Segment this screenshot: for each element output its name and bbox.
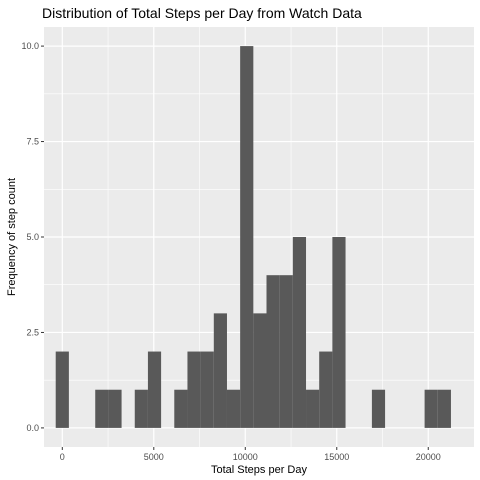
histogram-bar: [108, 389, 122, 428]
x-tick-label: 20000: [416, 452, 441, 462]
histogram-bar: [226, 389, 241, 428]
histogram-bar: [279, 275, 293, 428]
histogram-bar: [266, 275, 280, 428]
histogram-bar: [147, 351, 162, 428]
histogram-bar: [292, 237, 307, 428]
histogram-bar: [253, 313, 267, 428]
histogram-bars: [55, 46, 451, 428]
x-axis-ticks: 0 5000 10000 15000 20000: [60, 447, 441, 462]
y-tick-label: 10.0: [21, 41, 39, 51]
x-axis-title: Total Steps per Day: [211, 464, 307, 476]
histogram-bar: [371, 389, 386, 428]
x-tick-label: 10000: [233, 452, 258, 462]
x-tick-label: 5000: [144, 452, 164, 462]
histogram-bar: [200, 351, 214, 428]
y-axis-ticks: 0.0 2.5 5.0 7.5 10.0: [21, 41, 44, 433]
histogram-bar: [306, 389, 320, 428]
histogram-bar: [240, 46, 254, 428]
histogram-bar: [95, 389, 109, 428]
histogram-bar: [187, 351, 201, 428]
histogram-bar: [174, 389, 188, 428]
histogram-bar: [424, 389, 438, 428]
y-axis-title: Frequency of step count: [6, 178, 18, 296]
x-tick-label: 0: [60, 452, 65, 462]
y-tick-label: 5.0: [26, 232, 39, 242]
histogram-bar: [319, 351, 333, 428]
y-tick-label: 0.0: [26, 423, 39, 433]
histogram-bar: [55, 351, 69, 428]
histogram-bar: [134, 389, 148, 428]
y-tick-label: 7.5: [26, 137, 39, 147]
y-tick-label: 2.5: [26, 327, 39, 337]
histogram-bar: [437, 389, 451, 428]
histogram-bar: [213, 313, 227, 428]
histogram-bar: [332, 237, 346, 428]
chart-title: Distribution of Total Steps per Day from…: [42, 5, 362, 21]
x-tick-label: 15000: [324, 452, 349, 462]
